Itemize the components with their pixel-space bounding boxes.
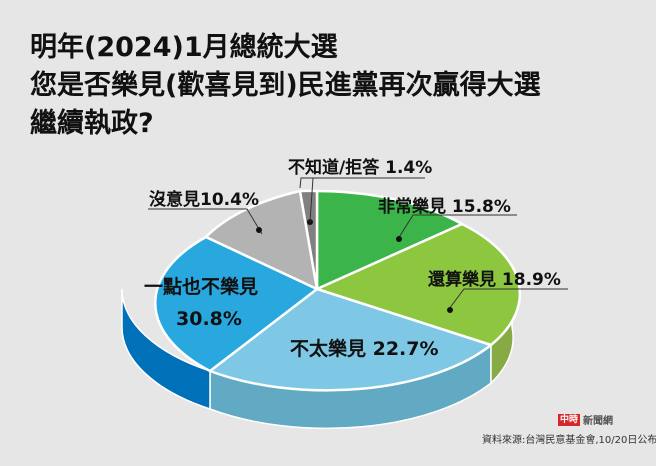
- side-not-at-all: [121, 288, 211, 411]
- title-line-3: 繼續執政?: [30, 108, 154, 139]
- label-no-opinion: 沒意見10.4%: [149, 190, 259, 210]
- slice-somewhat-happy[interactable]: [315, 222, 522, 347]
- leader-lines: [148, 177, 568, 310]
- brand-logo: 中時 新聞網: [558, 412, 613, 427]
- label-not-at-all-name: 一點也不樂見: [144, 276, 259, 298]
- label-dont-know: 不知道/拒答 1.4%: [288, 158, 433, 178]
- label-very-happy: 非常樂見 15.8%: [378, 197, 511, 217]
- slice-no-opinion[interactable]: [204, 189, 319, 291]
- title-line-1: 明年(2024)1月總統大選: [30, 32, 338, 63]
- slice-not-very-happy[interactable]: [208, 287, 493, 392]
- label-somewhat-happy: 還算樂見 18.9%: [428, 270, 561, 290]
- title-line-2: 您是否樂見(歡喜見到)民進黨再次贏得大選: [30, 70, 541, 101]
- leader-dots: [256, 219, 453, 313]
- chart-title: 明年(2024)1月總統大選 您是否樂見(歡喜見到)民進黨再次贏得大選 繼續執政…: [30, 29, 541, 143]
- logo-mark: 中時: [558, 413, 581, 426]
- label-not-at-all-value: 30.8%: [176, 308, 242, 330]
- slice-dont-know[interactable]: [298, 189, 319, 291]
- logo-text: 新聞網: [583, 416, 614, 427]
- source-note: 資料來源:台灣民意基金會,10/20日公布: [482, 435, 656, 446]
- label-not-very-happy: 不太樂見 22.7%: [290, 338, 439, 360]
